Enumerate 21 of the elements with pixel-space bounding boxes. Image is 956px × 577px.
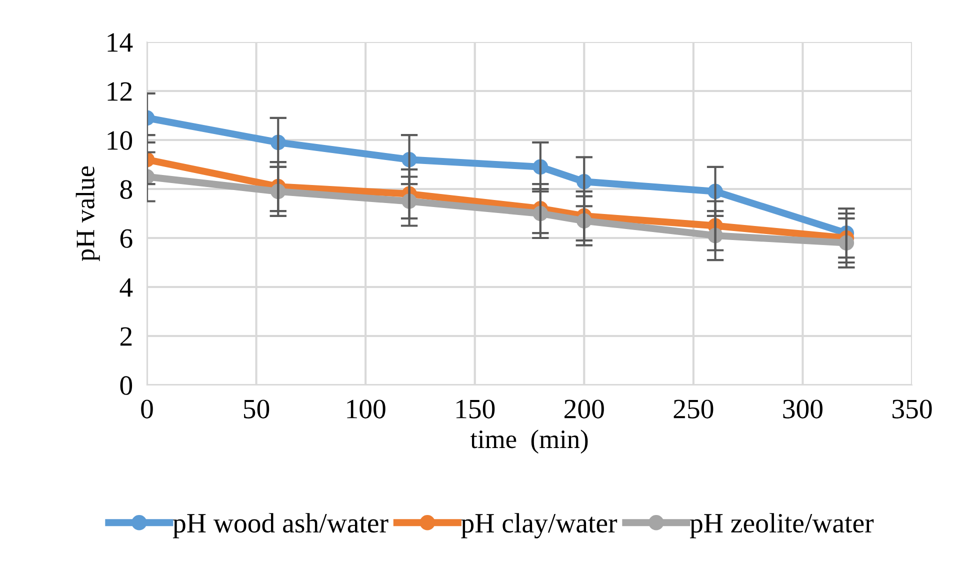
y-tick-label: 0 xyxy=(120,376,132,395)
y-tick-label: 12 xyxy=(108,82,132,101)
y-tick-label: 2 xyxy=(120,327,132,346)
x-tick-label: 0 xyxy=(141,400,153,418)
x-tick-label: 50 xyxy=(244,400,270,418)
x-tick-label: 100 xyxy=(347,400,386,418)
y-tick-label: 14 xyxy=(108,33,133,52)
x-tick-label: 350 xyxy=(892,400,932,418)
legend-label: pH zeolite/water xyxy=(690,513,874,538)
x-tick-label: 250 xyxy=(674,400,714,418)
x-tick-label: 200 xyxy=(564,400,604,418)
y-tick-label: 8 xyxy=(120,180,132,199)
y-tick-label: 4 xyxy=(120,278,133,297)
y-tick-label: 6 xyxy=(120,229,132,248)
x-tick-label: 300 xyxy=(783,400,822,418)
x-axis-title: time (min) xyxy=(470,430,588,454)
legend-label: pH wood ash/water xyxy=(172,513,388,538)
x-tick-label: 150 xyxy=(456,400,495,418)
y-axis-title: pH value xyxy=(76,166,100,262)
y-tick-label: 10 xyxy=(108,131,132,150)
legend-label: pH clay/water xyxy=(461,513,618,538)
